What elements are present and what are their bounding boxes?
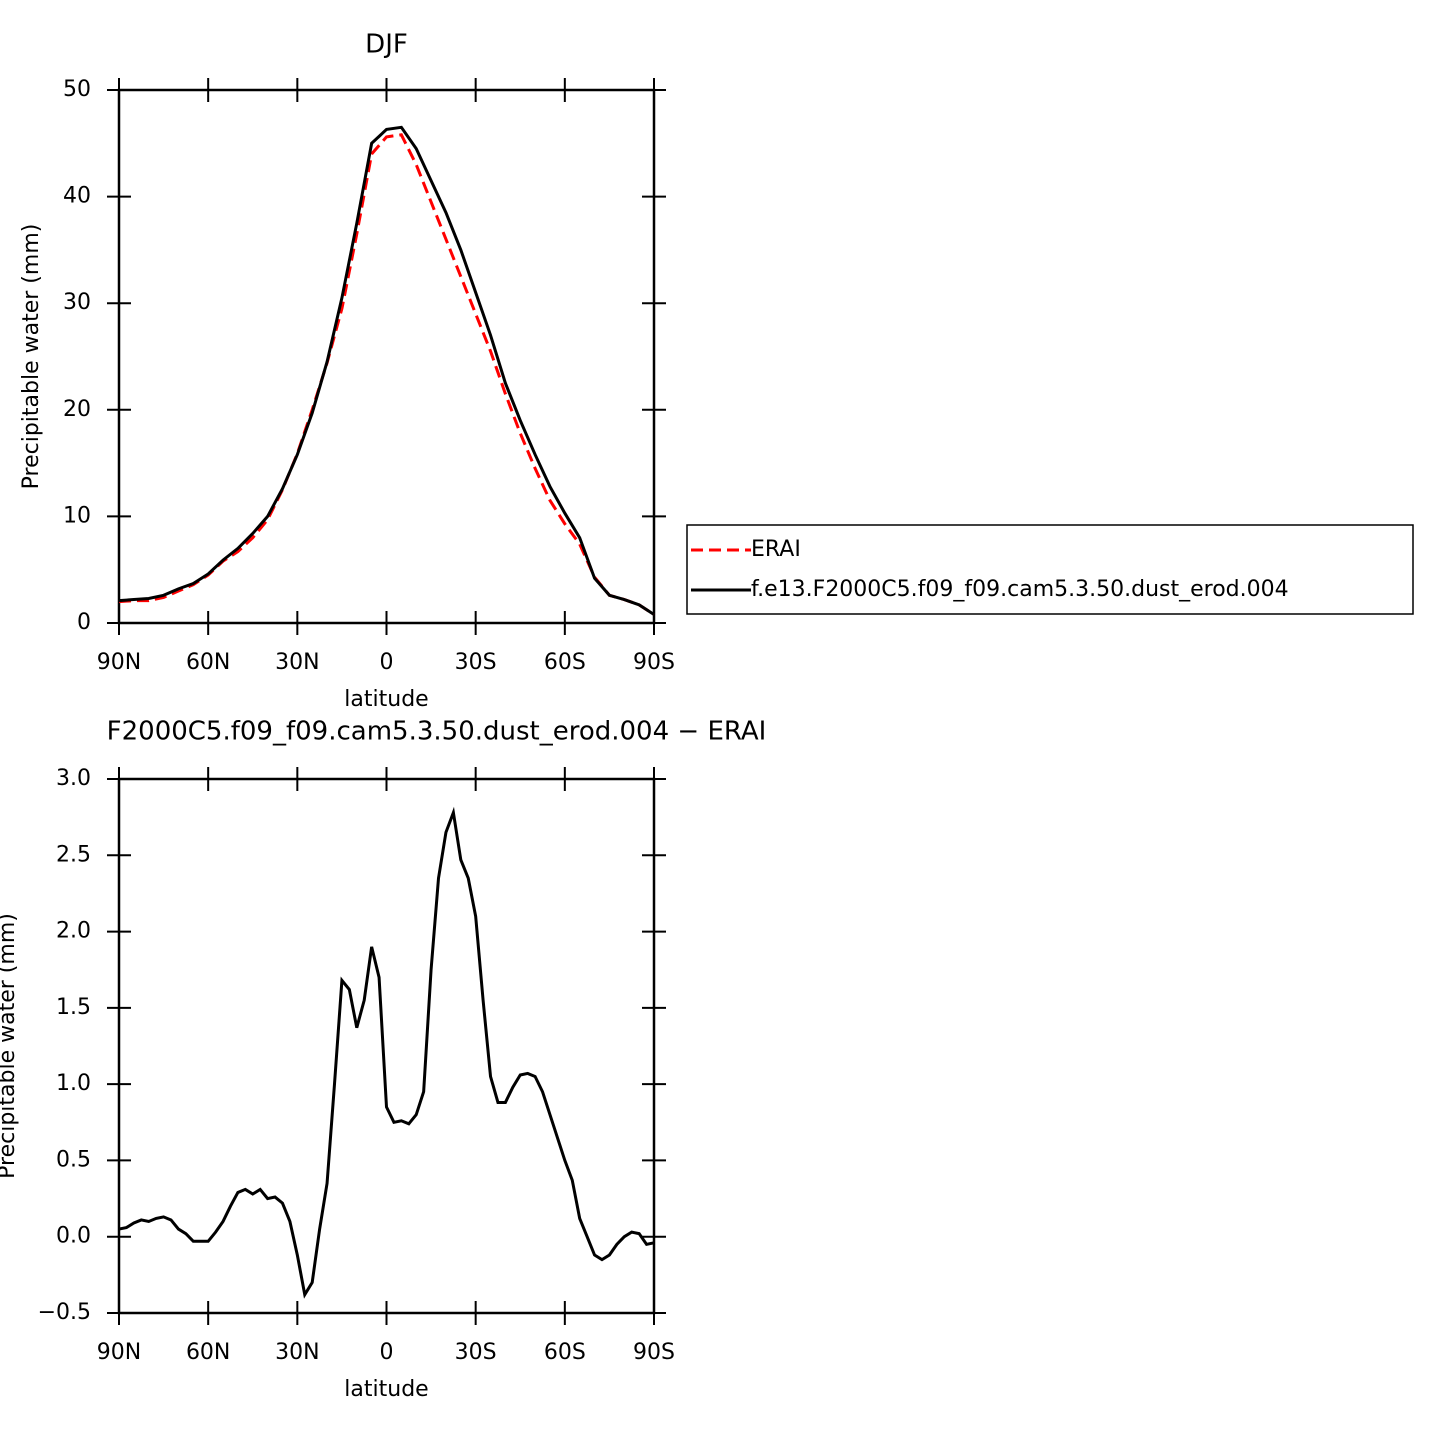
chart-title: DJF bbox=[365, 30, 408, 60]
y-tick-label: 0.5 bbox=[56, 1147, 91, 1172]
x-tick-label: 60N bbox=[186, 650, 230, 675]
x-tick-label: 30N bbox=[275, 650, 319, 675]
x-tick-label: 60S bbox=[544, 650, 586, 675]
y-tick-label: 2.0 bbox=[56, 919, 91, 944]
y-axis-label: Precipitable water (mm) bbox=[19, 224, 44, 490]
legend-label: f.e13.F2000C5.f09_f09.cam5.3.50.dust_ero… bbox=[751, 577, 1289, 602]
x-axis-label: latitude bbox=[344, 1377, 428, 1402]
legend-label: ERAI bbox=[751, 537, 801, 562]
y-tick-label: 0.0 bbox=[56, 1224, 91, 1249]
x-tick-label: 60S bbox=[544, 1340, 586, 1365]
x-tick-label: 30S bbox=[455, 1340, 497, 1365]
y-tick-label: 1.0 bbox=[56, 1071, 91, 1096]
x-axis-label: latitude bbox=[344, 687, 428, 712]
x-tick-label: 90N bbox=[97, 1340, 141, 1365]
x-tick-label: 90N bbox=[97, 650, 141, 675]
chart-title: F2000C5.f09_f09.cam5.3.50.dust_erod.004 … bbox=[107, 717, 767, 747]
y-tick-label: 10 bbox=[63, 503, 91, 528]
x-tick-label: 30N bbox=[275, 1340, 319, 1365]
y-tick-label: 1.5 bbox=[56, 995, 91, 1020]
data-line bbox=[118, 133, 655, 616]
x-tick-label: 90S bbox=[633, 1340, 675, 1365]
data-line bbox=[118, 125, 655, 616]
y-tick-label: 3.0 bbox=[56, 766, 91, 791]
x-tick-label: 0 bbox=[380, 650, 394, 675]
y-tick-label: −0.5 bbox=[38, 1300, 91, 1325]
y-tick-label: 40 bbox=[63, 184, 91, 209]
plot-frame bbox=[117, 88, 656, 625]
y-tick-label: 0 bbox=[77, 610, 91, 635]
y-tick-label: 50 bbox=[63, 77, 91, 102]
x-tick-label: 90S bbox=[633, 650, 675, 675]
x-tick-label: 60N bbox=[186, 1340, 230, 1365]
x-tick-label: 0 bbox=[380, 1340, 394, 1365]
data-line bbox=[118, 806, 655, 1299]
y-tick-label: 30 bbox=[63, 290, 91, 315]
y-tick-label: 20 bbox=[63, 397, 91, 422]
plot-frame bbox=[117, 777, 656, 1315]
legend-box bbox=[686, 524, 1414, 615]
y-tick-label: 2.5 bbox=[56, 842, 91, 867]
x-tick-label: 30S bbox=[455, 650, 497, 675]
y-axis-label: Precipitable water (mm) bbox=[0, 913, 20, 1179]
